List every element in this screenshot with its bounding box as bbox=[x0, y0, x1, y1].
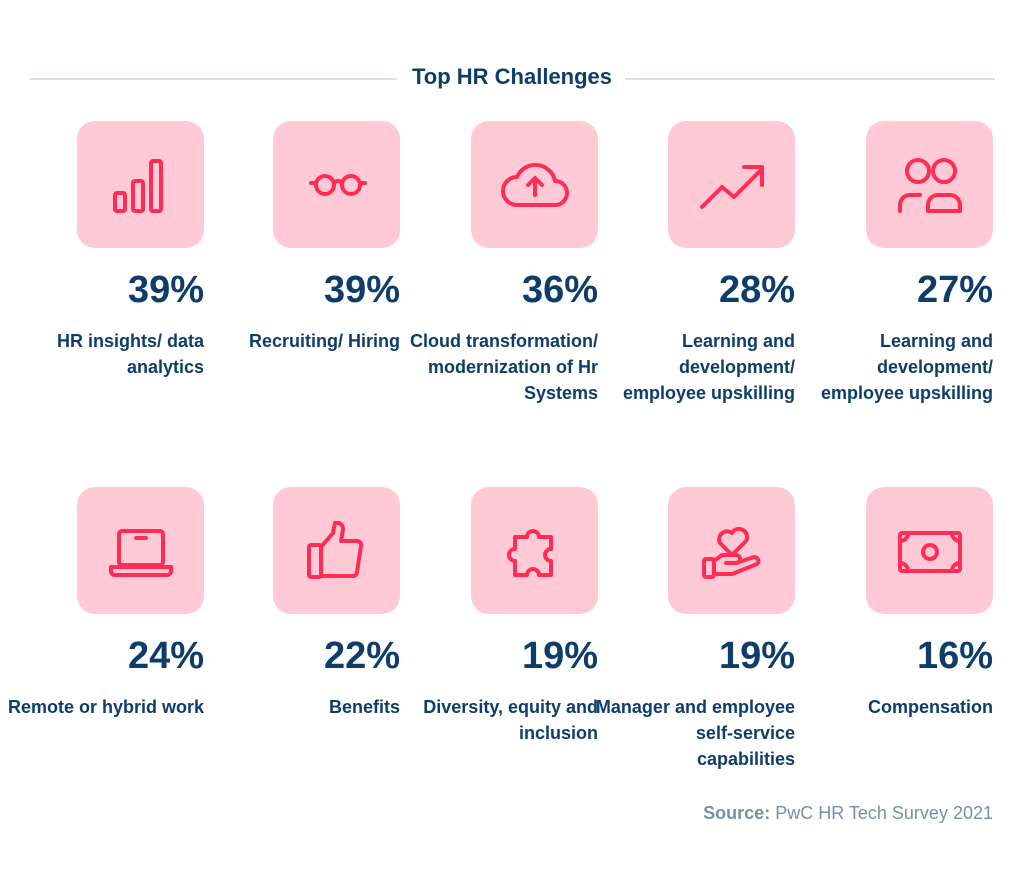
icon-tile bbox=[273, 121, 400, 248]
trending-up-icon bbox=[699, 164, 764, 209]
challenge-percent: 16% bbox=[916, 635, 993, 677]
challenge-percent: 39% bbox=[127, 269, 204, 311]
challenge-label: Cloud transformation/ modernization of H… bbox=[410, 331, 598, 403]
icon-tile bbox=[77, 121, 204, 248]
challenge-percent: 19% bbox=[718, 635, 795, 677]
icon-tile bbox=[77, 487, 204, 614]
users-icon bbox=[897, 157, 962, 213]
challenge-percent: 39% bbox=[323, 269, 400, 311]
bar-chart-icon bbox=[112, 158, 163, 213]
title-rule-left bbox=[30, 78, 397, 80]
page-title: Top HR Challenges bbox=[411, 64, 613, 89]
puzzle-icon bbox=[506, 528, 553, 577]
source-text: PwC HR Tech Survey 2021 bbox=[775, 803, 993, 823]
challenge-label: HR insights/ data analytics bbox=[56, 331, 204, 377]
challenge-label: Remote or hybrid work bbox=[7, 697, 204, 717]
laptop-icon bbox=[108, 528, 173, 577]
cloud-upload-icon bbox=[500, 162, 569, 207]
source-note: Source: PwC HR Tech Survey 2021 bbox=[703, 803, 993, 824]
banknote-icon bbox=[897, 530, 962, 573]
icon-tile bbox=[668, 121, 795, 248]
challenge-label: Compensation bbox=[867, 697, 993, 717]
challenge-label: Learning and development/ employee upski… bbox=[622, 331, 795, 403]
source-prefix: Source: bbox=[703, 803, 771, 823]
icon-tile bbox=[471, 487, 598, 614]
title-rule-right bbox=[625, 78, 995, 80]
challenge-percent: 22% bbox=[323, 635, 400, 677]
icon-tile bbox=[273, 487, 400, 614]
challenge-label: Recruiting/ Hiring bbox=[248, 331, 400, 351]
challenge-label: Manager and employee self-service capabi… bbox=[595, 697, 795, 769]
challenge-label: Benefits bbox=[328, 697, 400, 717]
challenge-percent: 19% bbox=[521, 635, 598, 677]
thumbs-up-icon bbox=[306, 520, 363, 579]
challenge-label: Learning and development/ employee upski… bbox=[820, 331, 993, 403]
icon-tile bbox=[668, 487, 795, 614]
challenge-percent: 28% bbox=[718, 269, 795, 311]
challenge-percent: 27% bbox=[916, 269, 993, 311]
challenge-label: Diversity, equity and inclusion bbox=[423, 697, 598, 743]
challenge-percent: 36% bbox=[521, 269, 598, 311]
glasses-icon bbox=[308, 173, 367, 196]
challenge-percent: 24% bbox=[127, 635, 204, 677]
icon-tile bbox=[471, 121, 598, 248]
icon-tile bbox=[866, 487, 993, 614]
icon-tile bbox=[866, 121, 993, 248]
hand-heart-icon bbox=[701, 526, 760, 579]
